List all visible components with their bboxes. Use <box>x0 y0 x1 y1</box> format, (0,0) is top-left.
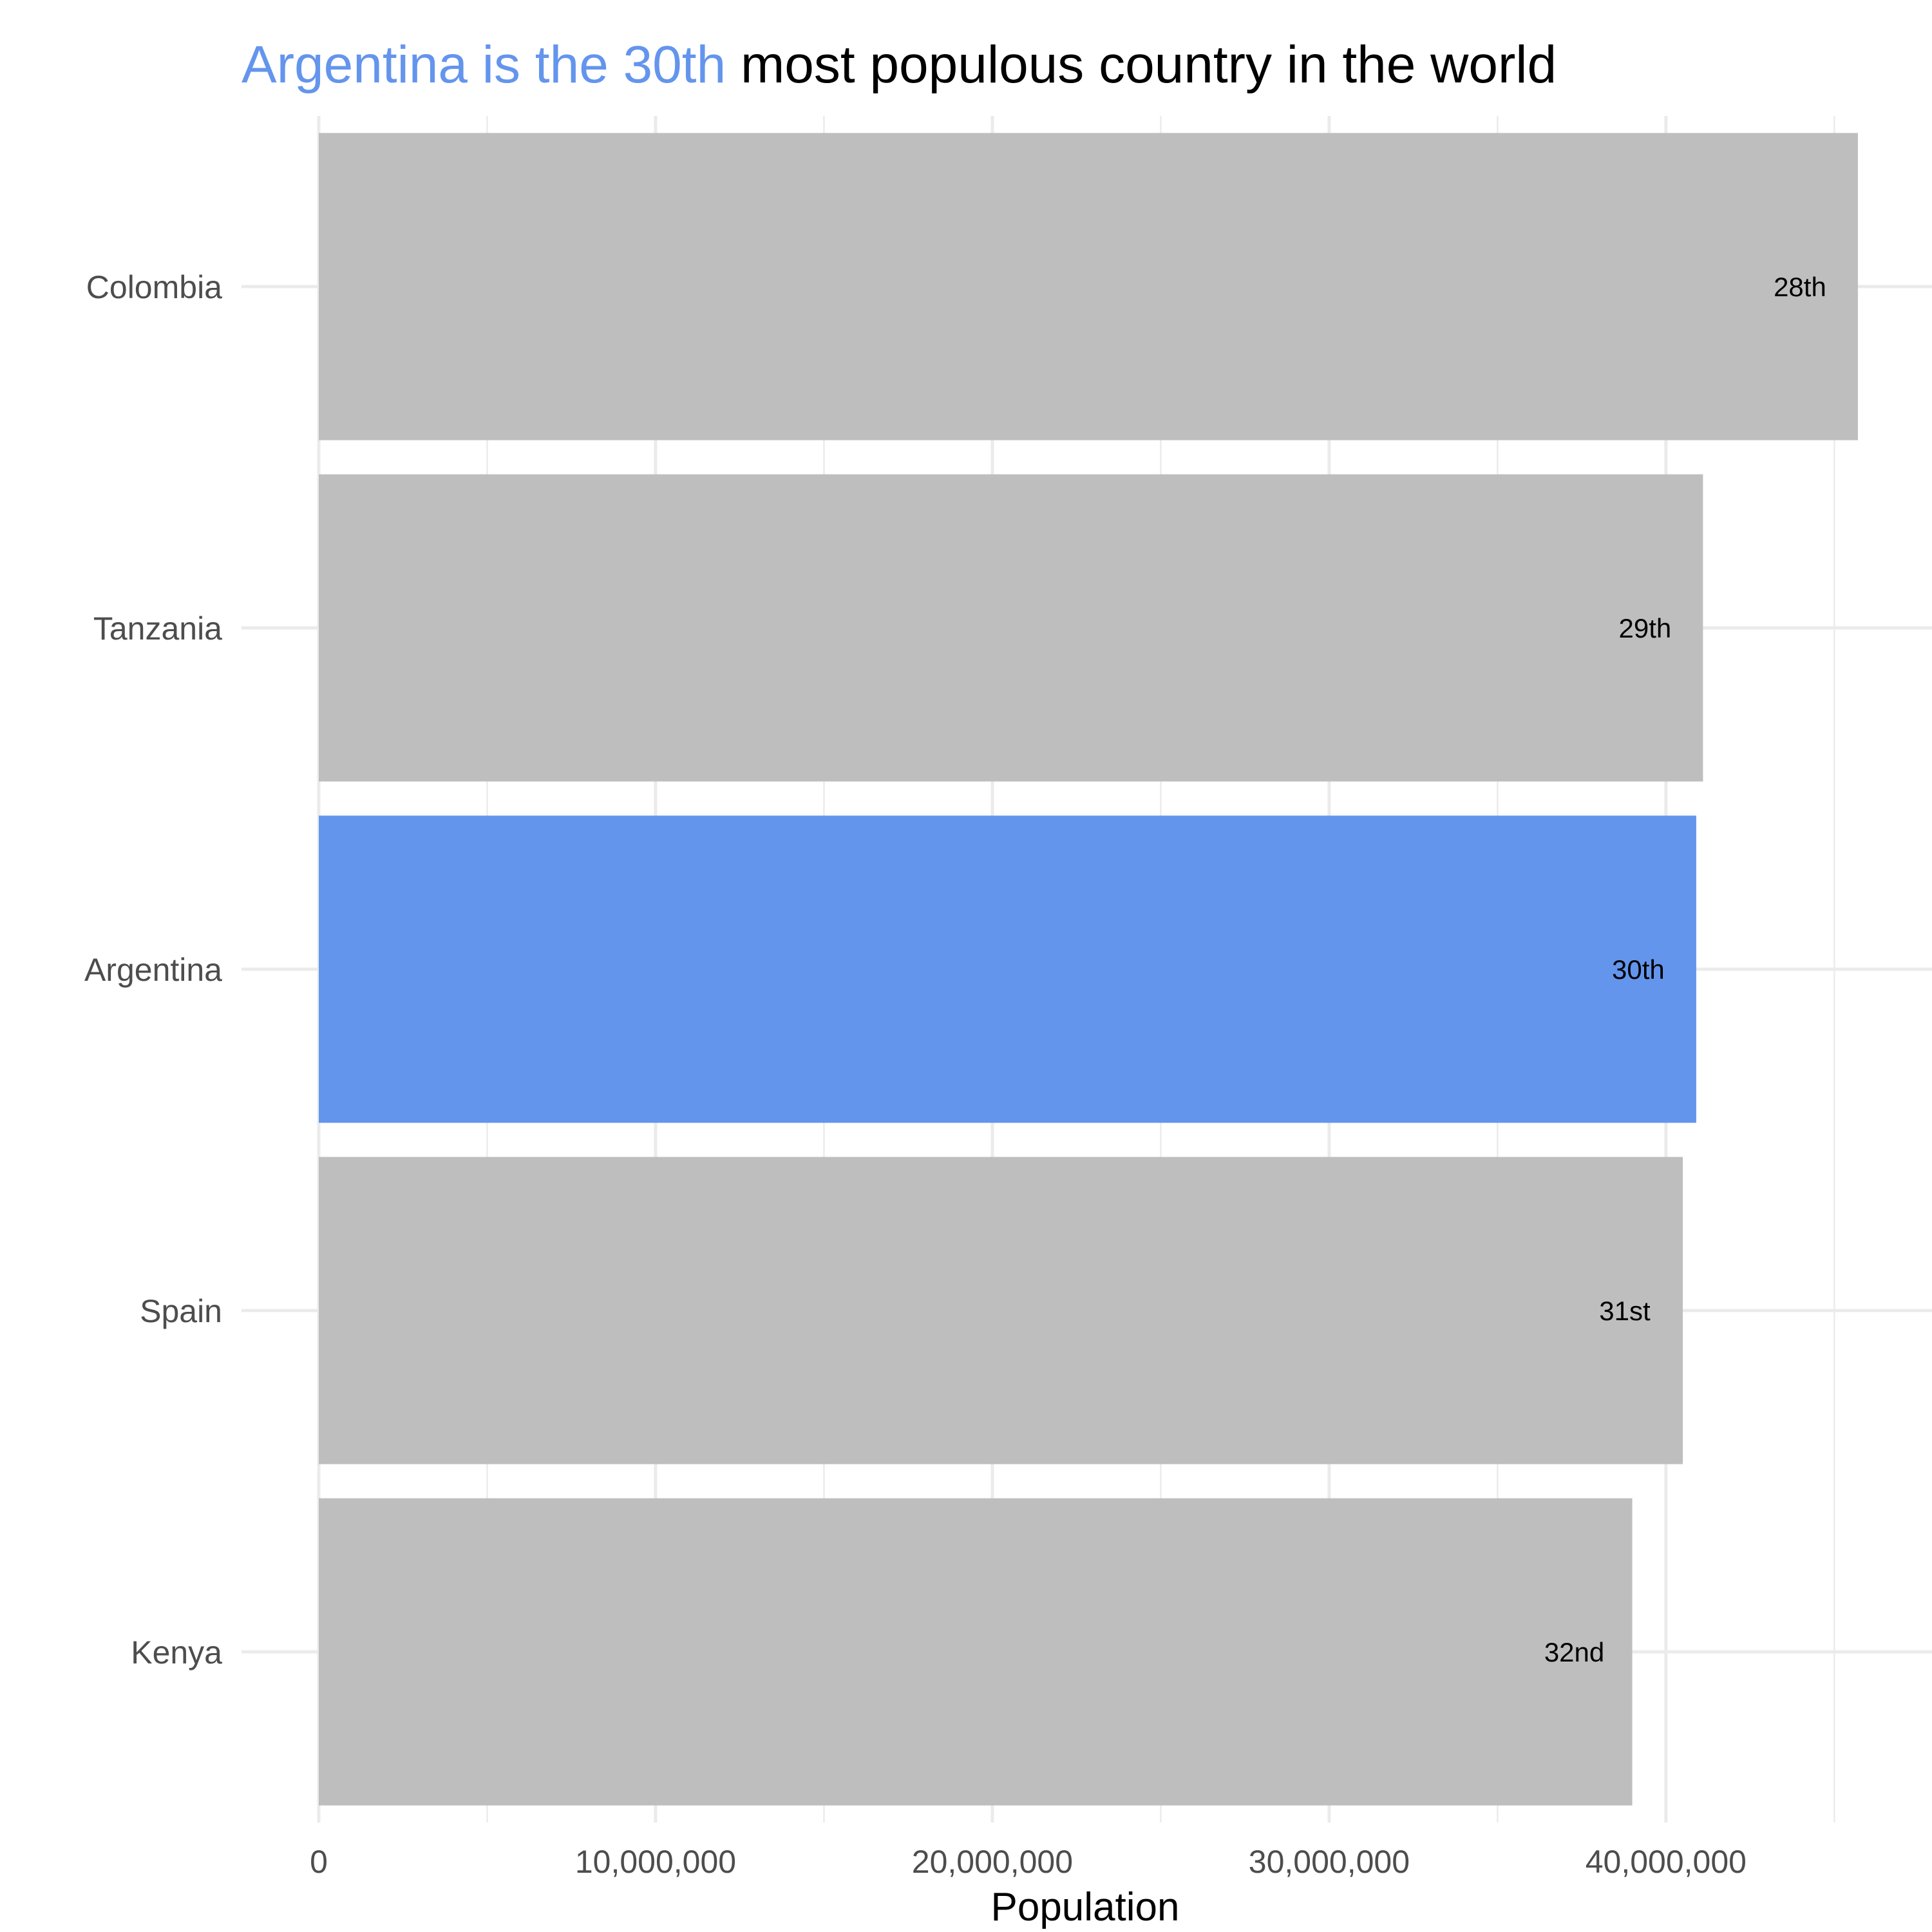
rank-label: 31st <box>1599 1296 1651 1326</box>
chart-title-rest: most populous country in the world <box>726 35 1557 94</box>
x-tick-label: 20,000,000 <box>912 1844 1073 1880</box>
y-axis-tick-labels: Colombia Tanzania Argentina Spain Kenya <box>84 269 222 1671</box>
bar-colombia <box>319 133 1858 440</box>
chart-title-highlight: Argentina is the 30th <box>242 35 726 94</box>
x-tick-label: 0 <box>310 1844 328 1880</box>
rank-label: 29th <box>1619 613 1672 643</box>
bar-kenya <box>319 1498 1633 1806</box>
bar-spain <box>319 1157 1683 1464</box>
x-axis-label: Population <box>990 1885 1179 1929</box>
y-tick-label: Colombia <box>86 269 222 305</box>
bar-tanzania <box>319 474 1703 782</box>
x-axis-tick-labels: 0 10,000,000 20,000,000 30,000,000 40,000,00… <box>310 1844 1747 1880</box>
x-tick-label: 40,000,000 <box>1586 1844 1747 1880</box>
x-tick-label: 30,000,000 <box>1249 1844 1410 1880</box>
rank-label: 32nd <box>1544 1637 1604 1667</box>
y-tick-label: Spain <box>140 1293 222 1329</box>
y-tick-label: Kenya <box>131 1634 222 1671</box>
y-tick-label: Argentina <box>84 952 222 988</box>
x-tick-label: 10,000,000 <box>575 1844 736 1880</box>
y-tick-label: Tanzania <box>93 611 222 647</box>
rank-label: 30th <box>1612 954 1665 985</box>
chart-title: Argentina is the 30th most populous coun… <box>242 35 1557 94</box>
bars: 28th 29th 30th 31st 32nd <box>319 133 1858 1806</box>
rank-label: 28th <box>1774 272 1826 302</box>
bar-argentina <box>319 815 1696 1123</box>
